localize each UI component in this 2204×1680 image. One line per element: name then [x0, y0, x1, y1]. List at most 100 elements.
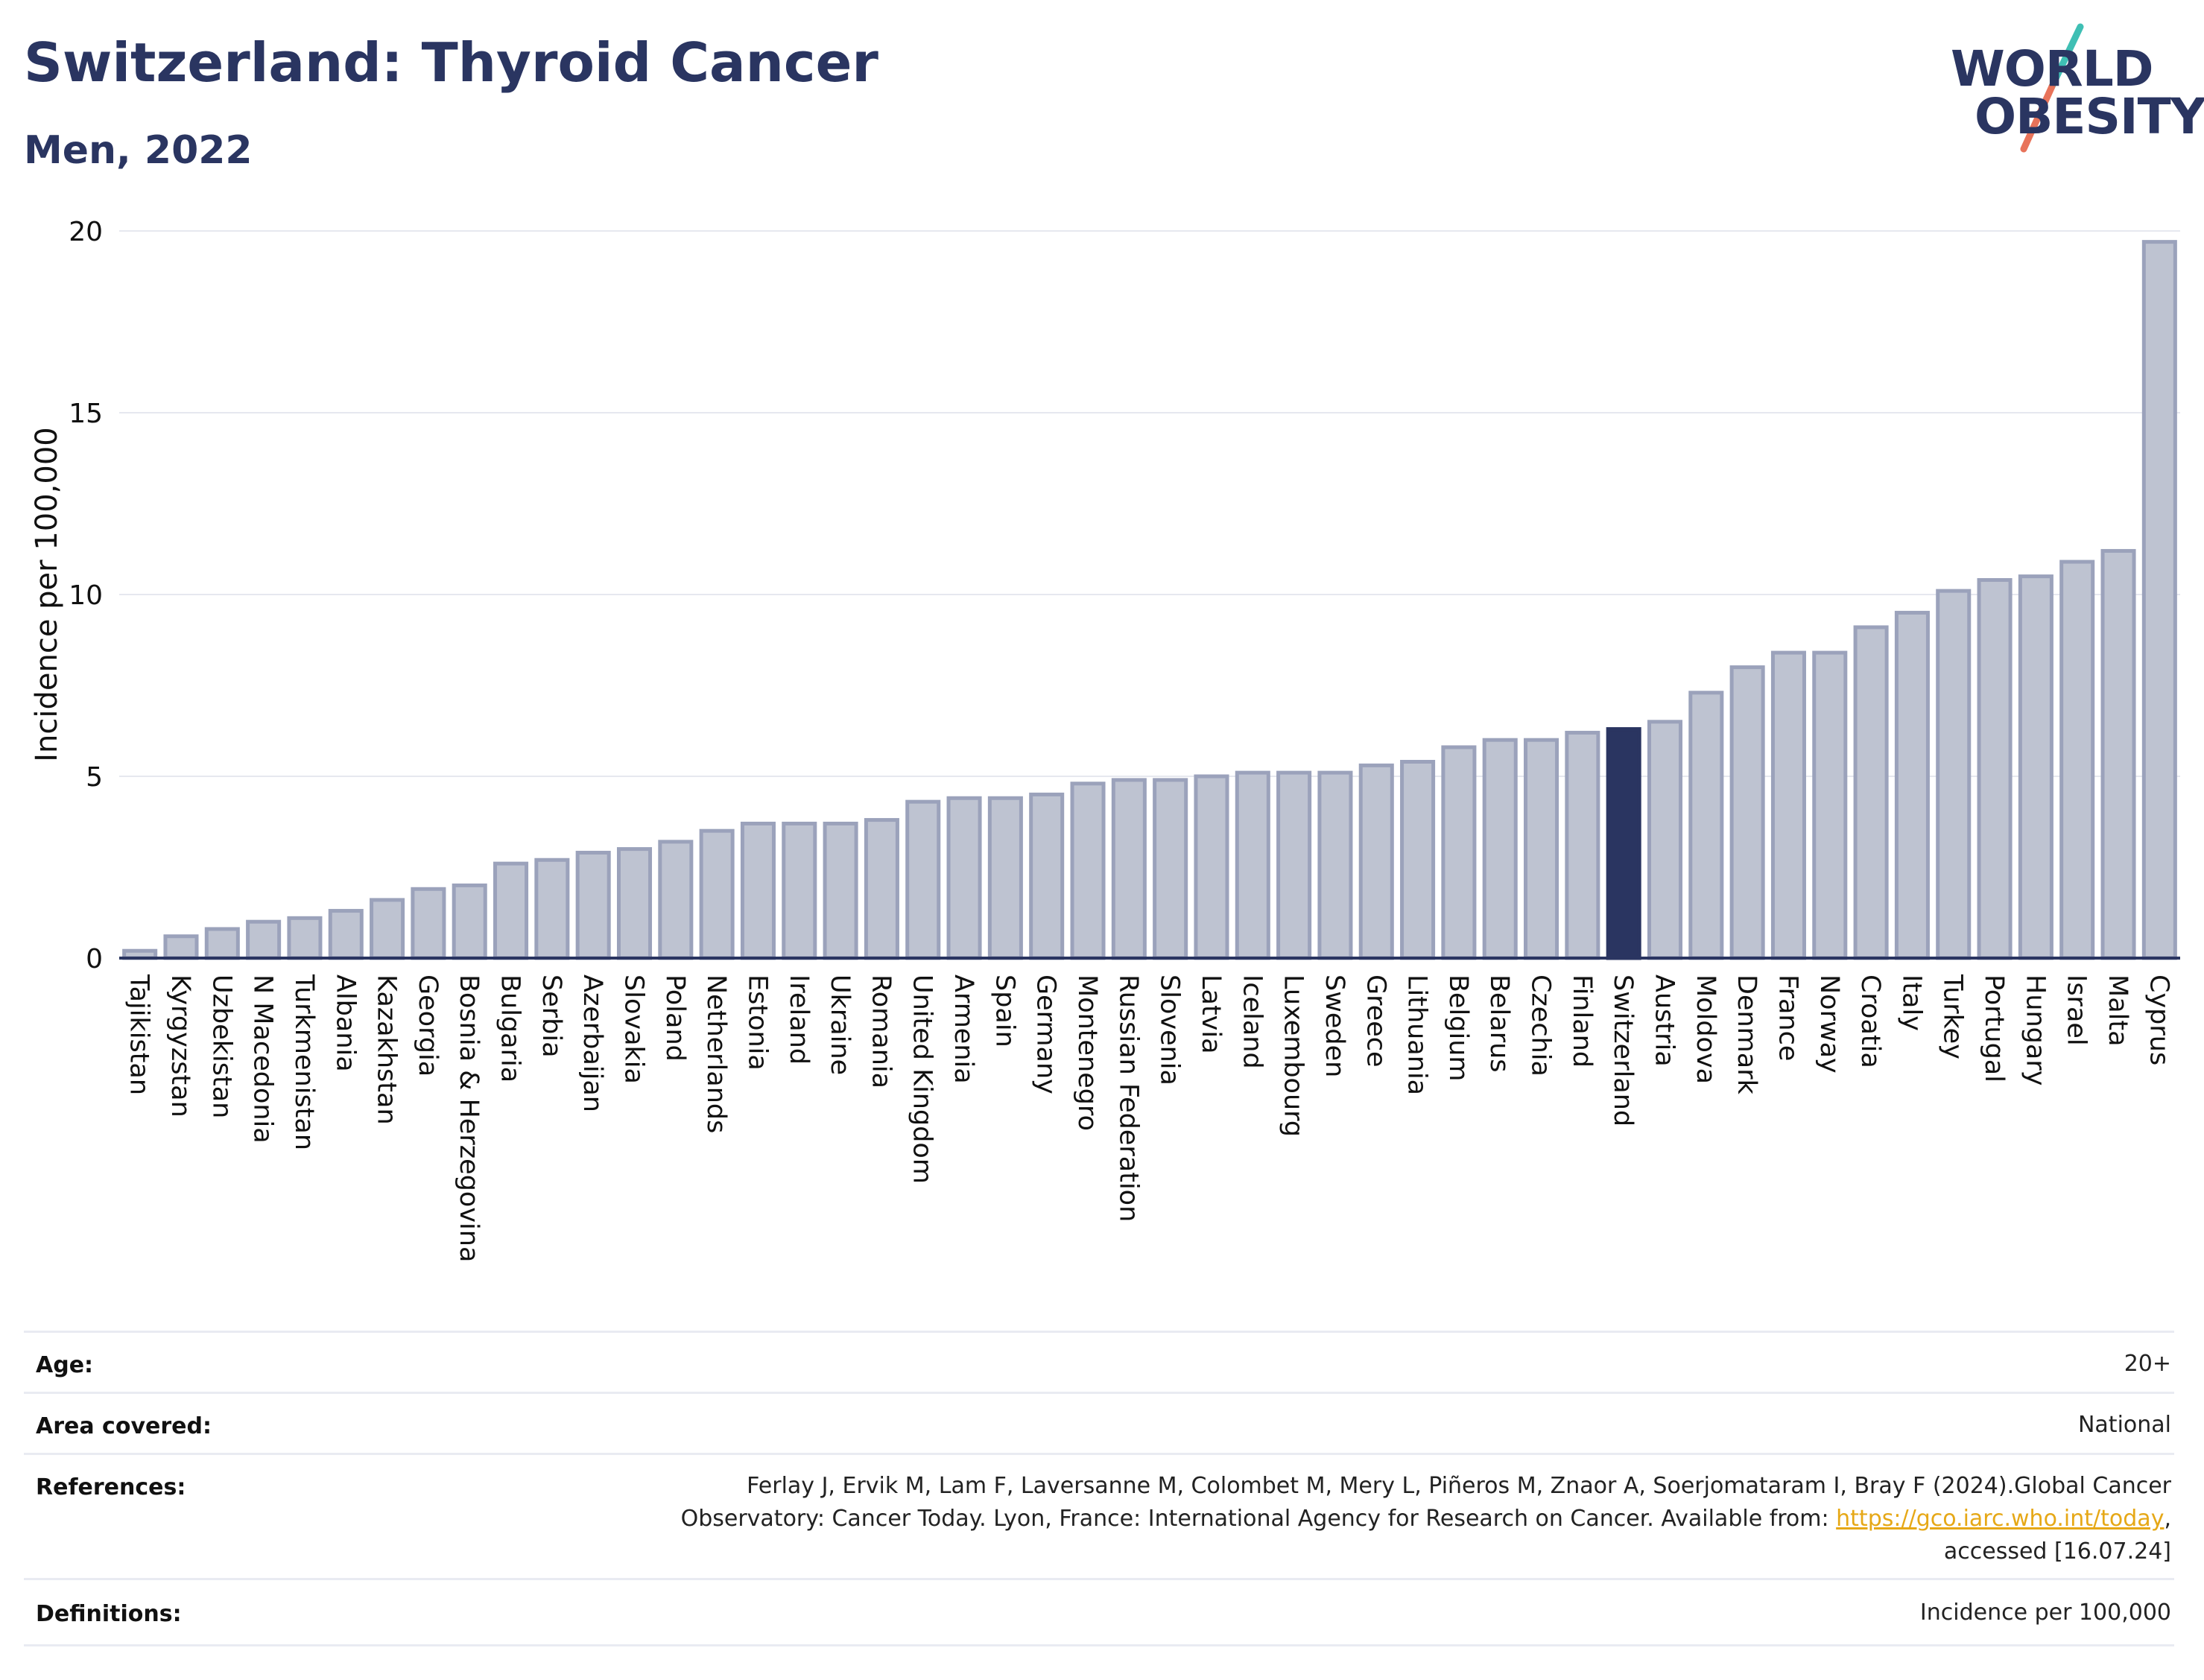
bar — [1770, 650, 1806, 960]
x-tick-label: Slovenia — [1155, 974, 1185, 1085]
bar — [1153, 778, 1188, 960]
x-tick-label: Iceland — [1237, 974, 1267, 1069]
bar — [2141, 240, 2177, 960]
bar — [2018, 574, 2053, 960]
x-tick-label: Netherlands — [701, 974, 731, 1133]
bar — [1358, 763, 1394, 960]
bar — [1647, 720, 1683, 960]
bar — [1853, 625, 1889, 960]
age-label: Age: — [36, 1352, 94, 1378]
references-label: References: — [36, 1474, 186, 1500]
x-tick-label: Poland — [660, 974, 690, 1062]
bar — [1276, 770, 1312, 960]
bar — [1441, 745, 1477, 960]
x-tick-label: United Kingdom — [908, 974, 937, 1184]
bar — [1894, 610, 1930, 960]
x-tick-label: Italy — [1896, 974, 1926, 1031]
meta-row-definitions: Definitions: Incidence per 100,000 — [24, 1578, 2174, 1646]
x-tick-label: Czechia — [1526, 974, 1556, 1077]
x-tick-label: Tajikistan — [124, 974, 154, 1095]
x-tick-label: Finland — [1567, 974, 1597, 1068]
bar — [823, 821, 858, 960]
x-tick-label: Ukraine — [825, 974, 855, 1075]
bar — [452, 883, 487, 960]
bar — [616, 847, 653, 960]
bar — [163, 934, 199, 960]
references-value: Ferlay J, Ervik M, Lam F, Laversanne M, … — [680, 1473, 2171, 1565]
x-tick-label: Latvia — [1196, 974, 1226, 1054]
bar — [782, 821, 817, 960]
bar — [1111, 778, 1147, 960]
bar — [905, 799, 941, 960]
x-tick-label: Serbia — [536, 974, 566, 1058]
bar — [1029, 792, 1065, 960]
x-tick-label: Bulgaria — [495, 974, 525, 1083]
x-tick-label: Kyrgyzstan — [165, 974, 195, 1118]
bar — [370, 898, 405, 960]
references-link[interactable]: https://gco.iarc.who.int/today — [1836, 1506, 2165, 1532]
page-subtitle: Men, 2022 — [24, 128, 253, 173]
x-tick-label: Azerbaijan — [577, 974, 607, 1112]
x-tick-label: Estonia — [742, 974, 772, 1071]
bar-chart: 0 5 10 15 20 Incidence per 100,000 Tajikistan K… — [30, 217, 2180, 1262]
bar — [987, 796, 1023, 960]
x-tick-label: Georgia — [413, 974, 443, 1077]
bar — [740, 821, 776, 960]
x-tick-label: Luxembourg — [1279, 974, 1308, 1137]
bar — [204, 927, 240, 960]
bar — [1565, 730, 1600, 960]
x-tick-label: Belarus — [1484, 974, 1514, 1073]
bar — [946, 796, 982, 960]
x-tick-label: Spain — [989, 974, 1019, 1047]
x-tick-label: Denmark — [1732, 974, 1761, 1095]
bar — [411, 887, 446, 960]
bar — [864, 818, 899, 960]
x-tick-label: Sweden — [1320, 974, 1349, 1077]
meta-row-area: Area covered: National — [24, 1392, 2174, 1455]
x-tick-label: Turkmenistan — [289, 974, 319, 1150]
x-tick-label: Slovakia — [619, 974, 649, 1084]
x-tick-label: Moldova — [1691, 974, 1720, 1084]
bar — [1524, 738, 1559, 960]
bar — [1235, 770, 1270, 960]
x-tick-label: France — [1773, 974, 1802, 1061]
x-tick-label: Bosnia & Herzegovina — [454, 974, 484, 1262]
references-text-1: Ferlay J, Ervik M, Lam F, Laversanne M, … — [747, 1473, 2171, 1499]
bar — [699, 828, 735, 960]
x-tick-label: Portugal — [1979, 974, 2009, 1083]
meta-row-age: Age: 20+ — [24, 1331, 2174, 1394]
bar — [1688, 691, 1724, 960]
world-obesity-logo: WORLD OBESITY — [1937, 21, 2204, 162]
x-tick-label: Lithuania — [1402, 974, 1432, 1095]
x-tick-label: Russian Federation — [1113, 974, 1143, 1222]
bar — [287, 916, 323, 960]
bar — [2059, 560, 2095, 960]
bar — [1936, 589, 1972, 960]
bar — [1317, 770, 1353, 960]
page-title: Switzerland: Thyroid Cancer — [24, 31, 878, 94]
area-label: Area covered: — [36, 1413, 212, 1439]
bar — [246, 919, 282, 960]
x-tick-label: Greece — [1361, 974, 1390, 1068]
x-tick-label: Romania — [866, 974, 896, 1088]
x-tick-label: Switzerland — [1608, 974, 1638, 1126]
x-tick-label: Turkey — [1938, 974, 1968, 1059]
x-tick-label: Belgium — [1443, 974, 1473, 1082]
bar — [1729, 665, 1765, 960]
logo-line2: OBESITY — [1975, 88, 2204, 145]
x-tick-label: Croatia — [1855, 974, 1885, 1068]
y-axis-label: Incidence per 100,000 — [30, 427, 64, 762]
y-tick-label: 10 — [69, 580, 103, 611]
bar — [493, 861, 529, 960]
bar — [1977, 577, 2013, 960]
x-tick-label: Ireland — [784, 974, 814, 1065]
y-tick-label: 20 — [69, 217, 103, 247]
age-value: 20+ — [2124, 1351, 2171, 1377]
references-text-3: accessed [16.07.24] — [1943, 1538, 2171, 1565]
y-tick-label: 15 — [69, 399, 103, 429]
x-tick-label: Germany — [1031, 974, 1061, 1094]
bar — [1400, 759, 1436, 960]
definitions-value: Incidence per 100,000 — [1919, 1600, 2171, 1626]
bar — [328, 909, 364, 960]
bar — [575, 850, 611, 960]
